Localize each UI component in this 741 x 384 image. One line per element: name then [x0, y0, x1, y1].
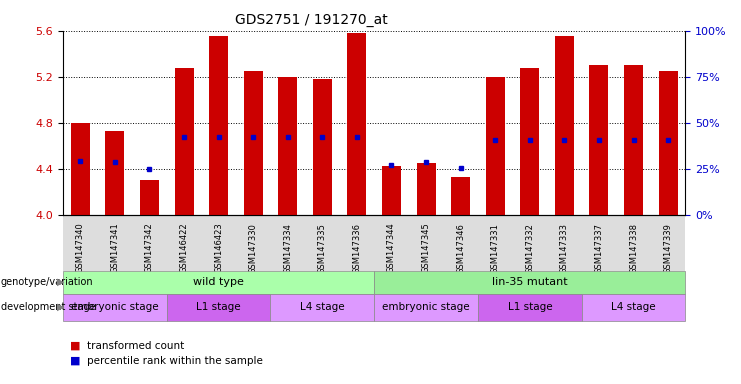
Bar	[313, 79, 332, 215]
Text: embryonic stage: embryonic stage	[382, 302, 470, 312]
Bar	[659, 71, 677, 215]
Text: ■: ■	[70, 356, 81, 366]
Text: ■: ■	[70, 341, 81, 351]
Bar	[348, 33, 366, 215]
Text: ▶: ▶	[57, 302, 64, 312]
Bar	[209, 36, 228, 215]
Text: development stage: development stage	[1, 302, 96, 312]
Bar	[279, 77, 297, 215]
Bar	[105, 131, 124, 215]
Bar	[416, 163, 436, 215]
Text: L1 stage: L1 stage	[508, 302, 552, 312]
Text: embryonic stage: embryonic stage	[71, 302, 159, 312]
Bar	[624, 65, 643, 215]
Bar	[140, 180, 159, 215]
Bar	[244, 71, 262, 215]
Text: L4 stage: L4 stage	[611, 302, 656, 312]
Bar	[382, 166, 401, 215]
Bar	[486, 77, 505, 215]
Text: genotype/variation: genotype/variation	[1, 277, 93, 287]
Bar	[590, 65, 608, 215]
Text: wild type: wild type	[193, 277, 244, 287]
Text: transformed count: transformed count	[87, 341, 184, 351]
Bar	[451, 177, 470, 215]
Bar	[520, 68, 539, 215]
Text: ▶: ▶	[57, 277, 64, 287]
Bar	[71, 123, 90, 215]
Text: L1 stage: L1 stage	[196, 302, 241, 312]
Text: lin-35 mutant: lin-35 mutant	[492, 277, 568, 287]
Bar	[555, 36, 574, 215]
Text: GDS2751 / 191270_at: GDS2751 / 191270_at	[235, 13, 388, 27]
Text: L4 stage: L4 stage	[300, 302, 345, 312]
Bar	[174, 68, 193, 215]
Text: percentile rank within the sample: percentile rank within the sample	[87, 356, 262, 366]
